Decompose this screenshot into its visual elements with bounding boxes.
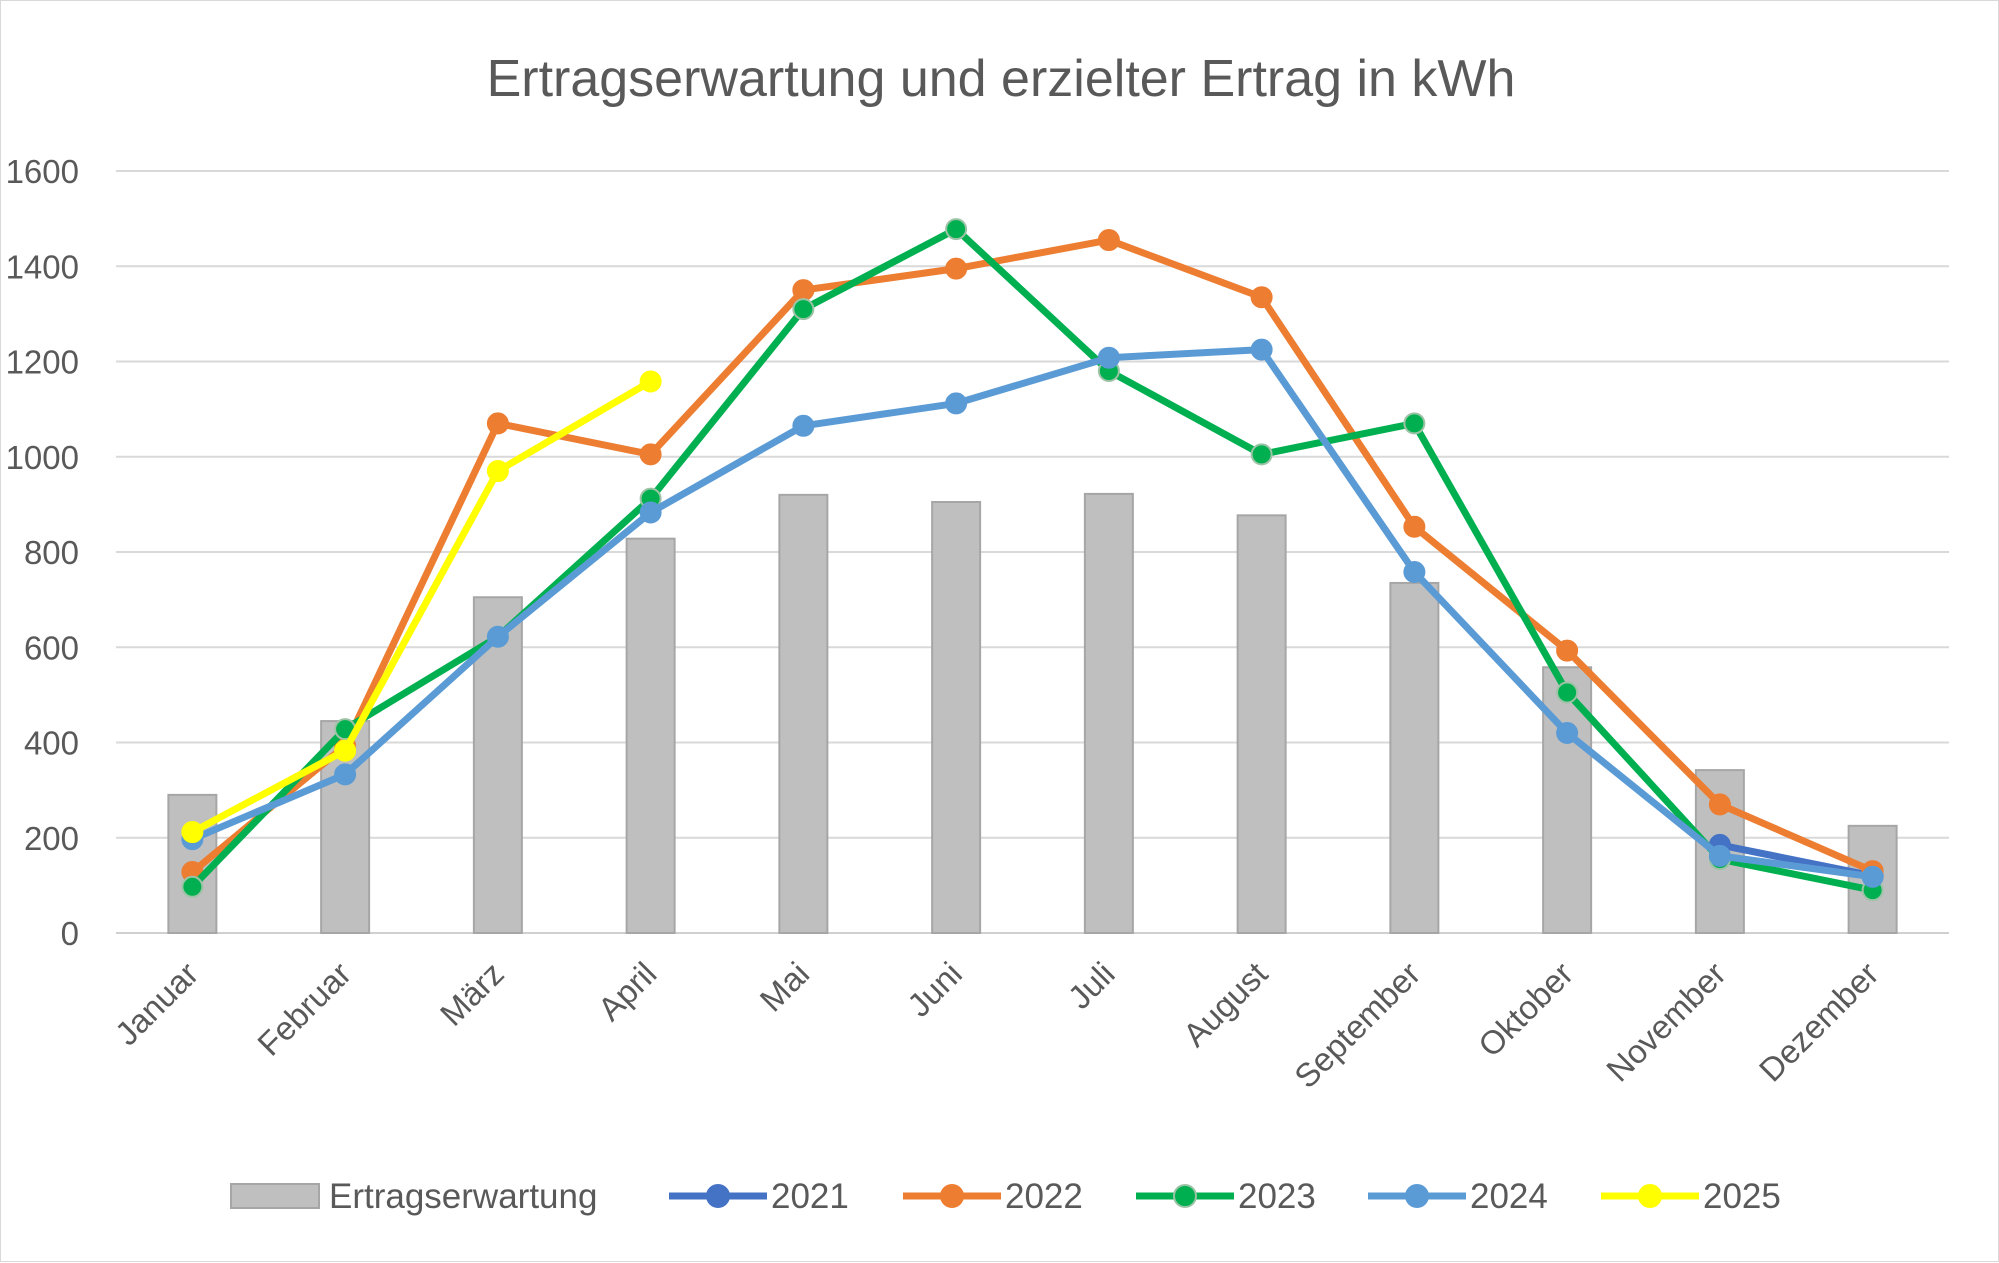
y-tick-label: 1000 [6, 439, 79, 476]
data-point [945, 218, 968, 241]
data-point [181, 875, 204, 898]
y-tick-label: 0 [61, 915, 79, 952]
bar [931, 500, 982, 934]
data-point [486, 412, 509, 435]
data-point [1403, 515, 1426, 538]
legend-label: 2023 [1238, 1177, 1316, 1216]
x-tick-label: Juli [1061, 955, 1122, 1016]
x-tick-label: Mai [753, 955, 817, 1019]
y-tick-label: 400 [24, 725, 79, 762]
data-point [639, 443, 662, 466]
y-tick-label: 600 [24, 629, 79, 666]
series-2023 [181, 218, 1884, 902]
data-point [486, 460, 509, 483]
gridlines [116, 170, 1949, 934]
legend-item-2022: 2022 [903, 1177, 1083, 1216]
y-tick-label: 800 [24, 534, 79, 571]
series-line [188, 236, 1877, 876]
legend: Ertragserwartung 2021 2022 2023 2024 2025 [230, 1177, 1781, 1216]
series-2024 [181, 338, 1884, 888]
data-point [792, 414, 815, 437]
legend-marker [1405, 1184, 1429, 1208]
data-point [1556, 681, 1579, 704]
legend-marker [1173, 1184, 1197, 1208]
legend-label: 2022 [1005, 1177, 1083, 1216]
bar [1389, 581, 1440, 934]
data-point [639, 501, 662, 524]
data-point [639, 370, 662, 393]
y-axis-ticks: 0 200 400 600 800 1000 1200 1400 1600 [6, 153, 79, 952]
legend-marker [1638, 1184, 1662, 1208]
chart-title: Ertragserwartung und erzielter Ertrag in… [487, 50, 1516, 108]
data-point [1861, 865, 1884, 888]
data-point [1250, 338, 1273, 361]
legend-item-2025: 2025 [1601, 1177, 1781, 1216]
data-point [792, 279, 815, 302]
bar [625, 537, 676, 934]
data-point [181, 821, 204, 844]
bar [778, 493, 829, 934]
data-point [1708, 793, 1731, 816]
x-tick-label: Januar [108, 955, 206, 1053]
data-point [1250, 443, 1273, 466]
data-point [1097, 346, 1120, 369]
data-point [945, 257, 968, 280]
legend-marker [940, 1184, 964, 1208]
series-line [188, 225, 1877, 894]
data-point [945, 392, 968, 415]
data-point [1097, 229, 1120, 252]
x-tick-label: April [591, 955, 664, 1028]
data-point [1556, 721, 1579, 744]
data-point [1403, 412, 1426, 435]
bar [1083, 492, 1134, 934]
x-tick-label: März [433, 955, 511, 1033]
x-tick-label: Juni [900, 955, 969, 1024]
data-point [486, 625, 509, 648]
bar [1236, 514, 1287, 934]
y-tick-label: 1600 [6, 153, 79, 190]
data-point [334, 763, 357, 786]
y-tick-label: 1200 [6, 344, 79, 381]
series-2025 [181, 370, 662, 844]
legend-marker [706, 1184, 730, 1208]
data-point [1250, 286, 1273, 309]
data-point [792, 298, 815, 321]
legend-item-ertragserwartung: Ertragserwartung [230, 1177, 597, 1216]
x-tick-label: September [1287, 955, 1427, 1095]
legend-item-2024: 2024 [1368, 1177, 1548, 1216]
data-point [1556, 639, 1579, 662]
legend-label: 2025 [1703, 1177, 1781, 1216]
legend-item-2021: 2021 [669, 1177, 849, 1216]
series-line [188, 346, 1877, 881]
x-tick-label: Dezember [1752, 955, 1886, 1089]
legend-item-2023: 2023 [1136, 1177, 1316, 1216]
x-tick-label: Februar [250, 955, 358, 1063]
series-line [188, 378, 655, 836]
data-point [1403, 561, 1426, 584]
bar-series [167, 492, 1898, 935]
y-tick-label: 200 [24, 820, 79, 857]
data-point [1708, 844, 1731, 867]
legend-label: 2024 [1470, 1177, 1548, 1216]
x-axis-ticks: Januar Februar März April Mai Juni Juli August S… [108, 955, 1886, 1095]
legend-label: Ertragserwartung [329, 1177, 597, 1216]
x-tick-label: August [1176, 955, 1275, 1054]
legend-swatch [230, 1183, 320, 1209]
legend-label: 2021 [771, 1177, 849, 1216]
x-tick-label: Oktober [1471, 955, 1580, 1064]
x-tick-label: November [1599, 955, 1733, 1089]
data-point [334, 739, 357, 762]
line-series [181, 218, 1884, 902]
y-tick-label: 1400 [6, 248, 79, 285]
